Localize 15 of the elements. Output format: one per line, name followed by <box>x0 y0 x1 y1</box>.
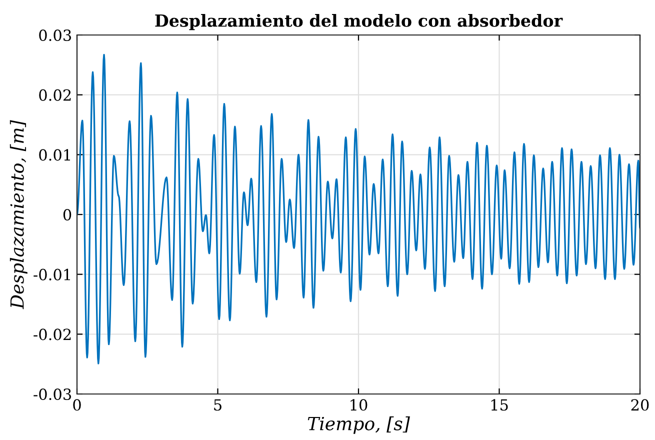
x-tick-label: 10 <box>350 399 368 411</box>
y-tick-label: 0.03 <box>39 29 72 42</box>
y-tick-label: -0.01 <box>34 268 70 280</box>
x-tick-label: 0 <box>73 399 81 411</box>
y-tick-label: -0.02 <box>34 328 71 340</box>
x-tick-label: 5 <box>214 399 222 411</box>
x-tick-label: 20 <box>631 399 649 411</box>
y-tick-label: 0.02 <box>39 89 71 101</box>
y-tick-label: 0.01 <box>39 149 70 161</box>
x-axis-title: Tiempo, [s] <box>308 416 410 434</box>
x-tick-label: 15 <box>491 399 508 411</box>
y-axis-title: Desplazamiento, [m] <box>10 120 28 310</box>
y-tick-label: -0.03 <box>34 388 72 400</box>
chart-title: Desplazamiento del modelo con absorbedor <box>155 14 563 30</box>
y-tick-label: 0 <box>63 208 72 221</box>
